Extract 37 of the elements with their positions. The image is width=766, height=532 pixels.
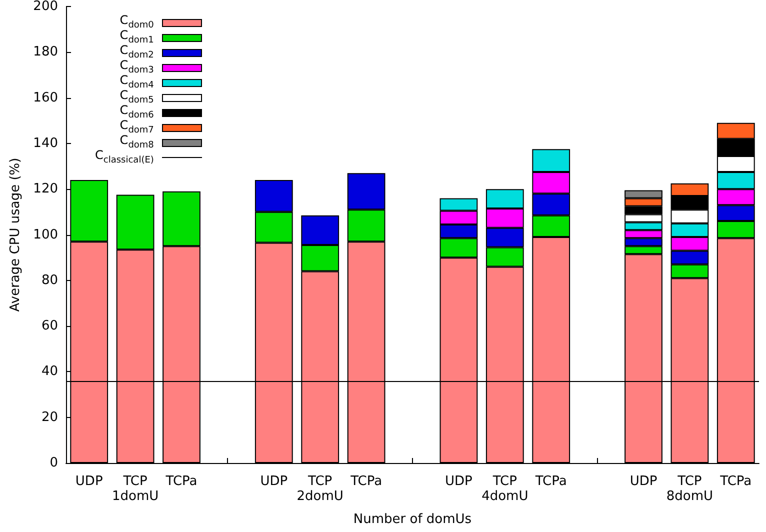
x-tick-label: UDP [445, 474, 473, 489]
x-tick-label: UDP [260, 474, 288, 489]
x-tick-label: TCP [676, 474, 702, 489]
y-tick-label: 0 [50, 456, 58, 470]
x-tick-label: TCP [307, 474, 332, 489]
text: 2domU [296, 489, 344, 504]
y-tick-label: 160 [33, 90, 58, 106]
legend-label: C$_{dom0}$ [120, 12, 154, 30]
y-tick-label: 100 [33, 227, 58, 242]
legend-label: C$_{dom1}$ [120, 28, 154, 46]
text: 4domU [482, 489, 528, 504]
legend-label: C$_{dom3}$ [120, 58, 154, 76]
x-tick-label: TCP [122, 474, 148, 489]
x-tick-label: UDP [630, 474, 658, 489]
y-axis-title: Average CPU usage (%) [8, 158, 23, 312]
y-tick-label: 20 [41, 410, 58, 425]
legend-label: C$_{dom4}$ [120, 72, 154, 90]
y-tick-label: 60 [41, 318, 58, 334]
y-tick-label: 40 [41, 364, 58, 380]
legend-label: C$_{dom6}$ [120, 102, 154, 120]
x-tick-label: TCPa [164, 474, 198, 489]
y-tick-label: 200 [33, 0, 58, 14]
x-tick-label: TCPa [534, 474, 567, 489]
legend-label: C$_{dom7}$ [120, 118, 154, 136]
x-tick-label: TCPa [719, 474, 752, 489]
x-axis-title: Number of domUs [353, 512, 472, 527]
text: 1domU [112, 489, 159, 504]
y-tick-label: 140 [33, 136, 58, 151]
x-tick-label: TCPa [350, 474, 382, 489]
y-tick-label: 180 [33, 44, 58, 60]
y-tick-label: 80 [41, 272, 58, 288]
y-tick-label: 120 [33, 182, 58, 197]
x-tick-label: UDP [75, 474, 103, 489]
legend-label: C$_{dom2}$ [120, 42, 154, 60]
x-tick-label: TCP [492, 474, 518, 489]
legend-label: C$_{dom5}$ [120, 88, 154, 106]
text: 8domU [666, 489, 714, 504]
